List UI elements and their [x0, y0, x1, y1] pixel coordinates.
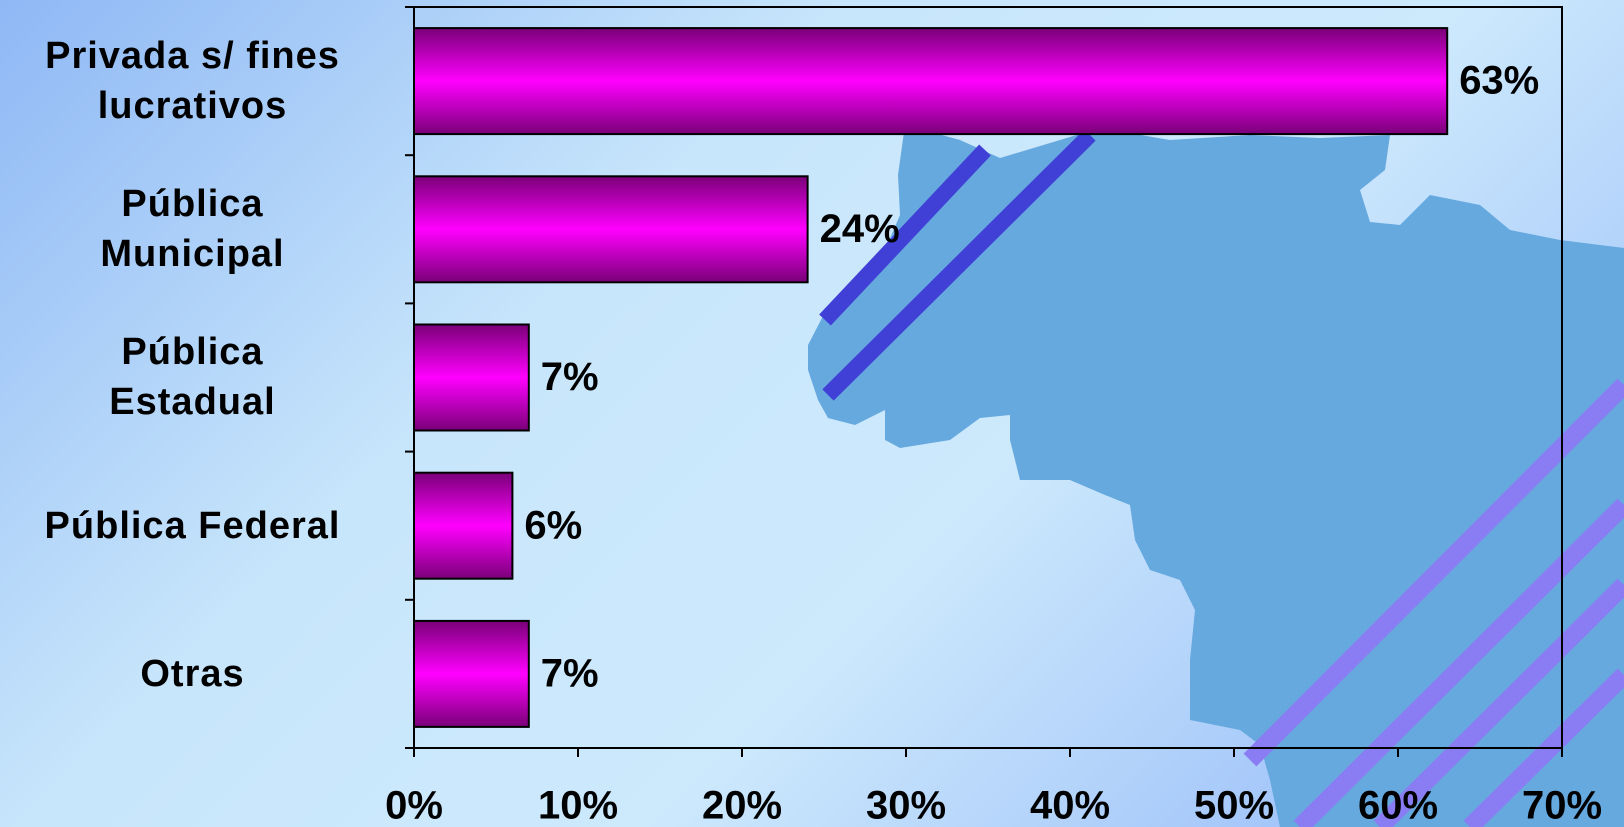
x-tick-label: 20%: [702, 784, 782, 827]
bar: [413, 27, 1449, 136]
value-label: 6%: [524, 503, 582, 547]
bar: [413, 619, 530, 728]
y-tick-label: Pública Federal: [44, 504, 341, 547]
bar: [413, 323, 530, 432]
map-shape: [808, 125, 1624, 827]
x-tick-label: 30%: [866, 784, 946, 827]
background-map: [808, 125, 1624, 827]
y-tick-label: Pública Estadual: [109, 331, 276, 424]
x-tick-label: 0%: [385, 784, 443, 827]
stripe: [819, 144, 991, 326]
x-tick-label: 50%: [1194, 784, 1274, 827]
value-label: 24%: [820, 207, 900, 251]
bar: [413, 471, 514, 580]
bar: [413, 175, 809, 284]
x-tick-label: 10%: [538, 784, 618, 827]
value-label: 7%: [541, 651, 599, 695]
y-tick-label: Pública Municipal: [100, 183, 285, 276]
x-tick-label: 70%: [1522, 784, 1602, 827]
y-tick-label: Privada s/ fines lucrativos: [45, 35, 340, 128]
value-label: 63%: [1459, 59, 1539, 103]
stripe: [822, 129, 1096, 401]
y-tick-label: Otras: [140, 652, 245, 695]
x-tick-label: 40%: [1030, 784, 1110, 827]
value-label: 7%: [541, 355, 599, 399]
x-tick-label: 60%: [1358, 784, 1438, 827]
stripe: [1373, 578, 1624, 827]
stripe: [1293, 498, 1624, 827]
stripe: [1463, 668, 1624, 827]
